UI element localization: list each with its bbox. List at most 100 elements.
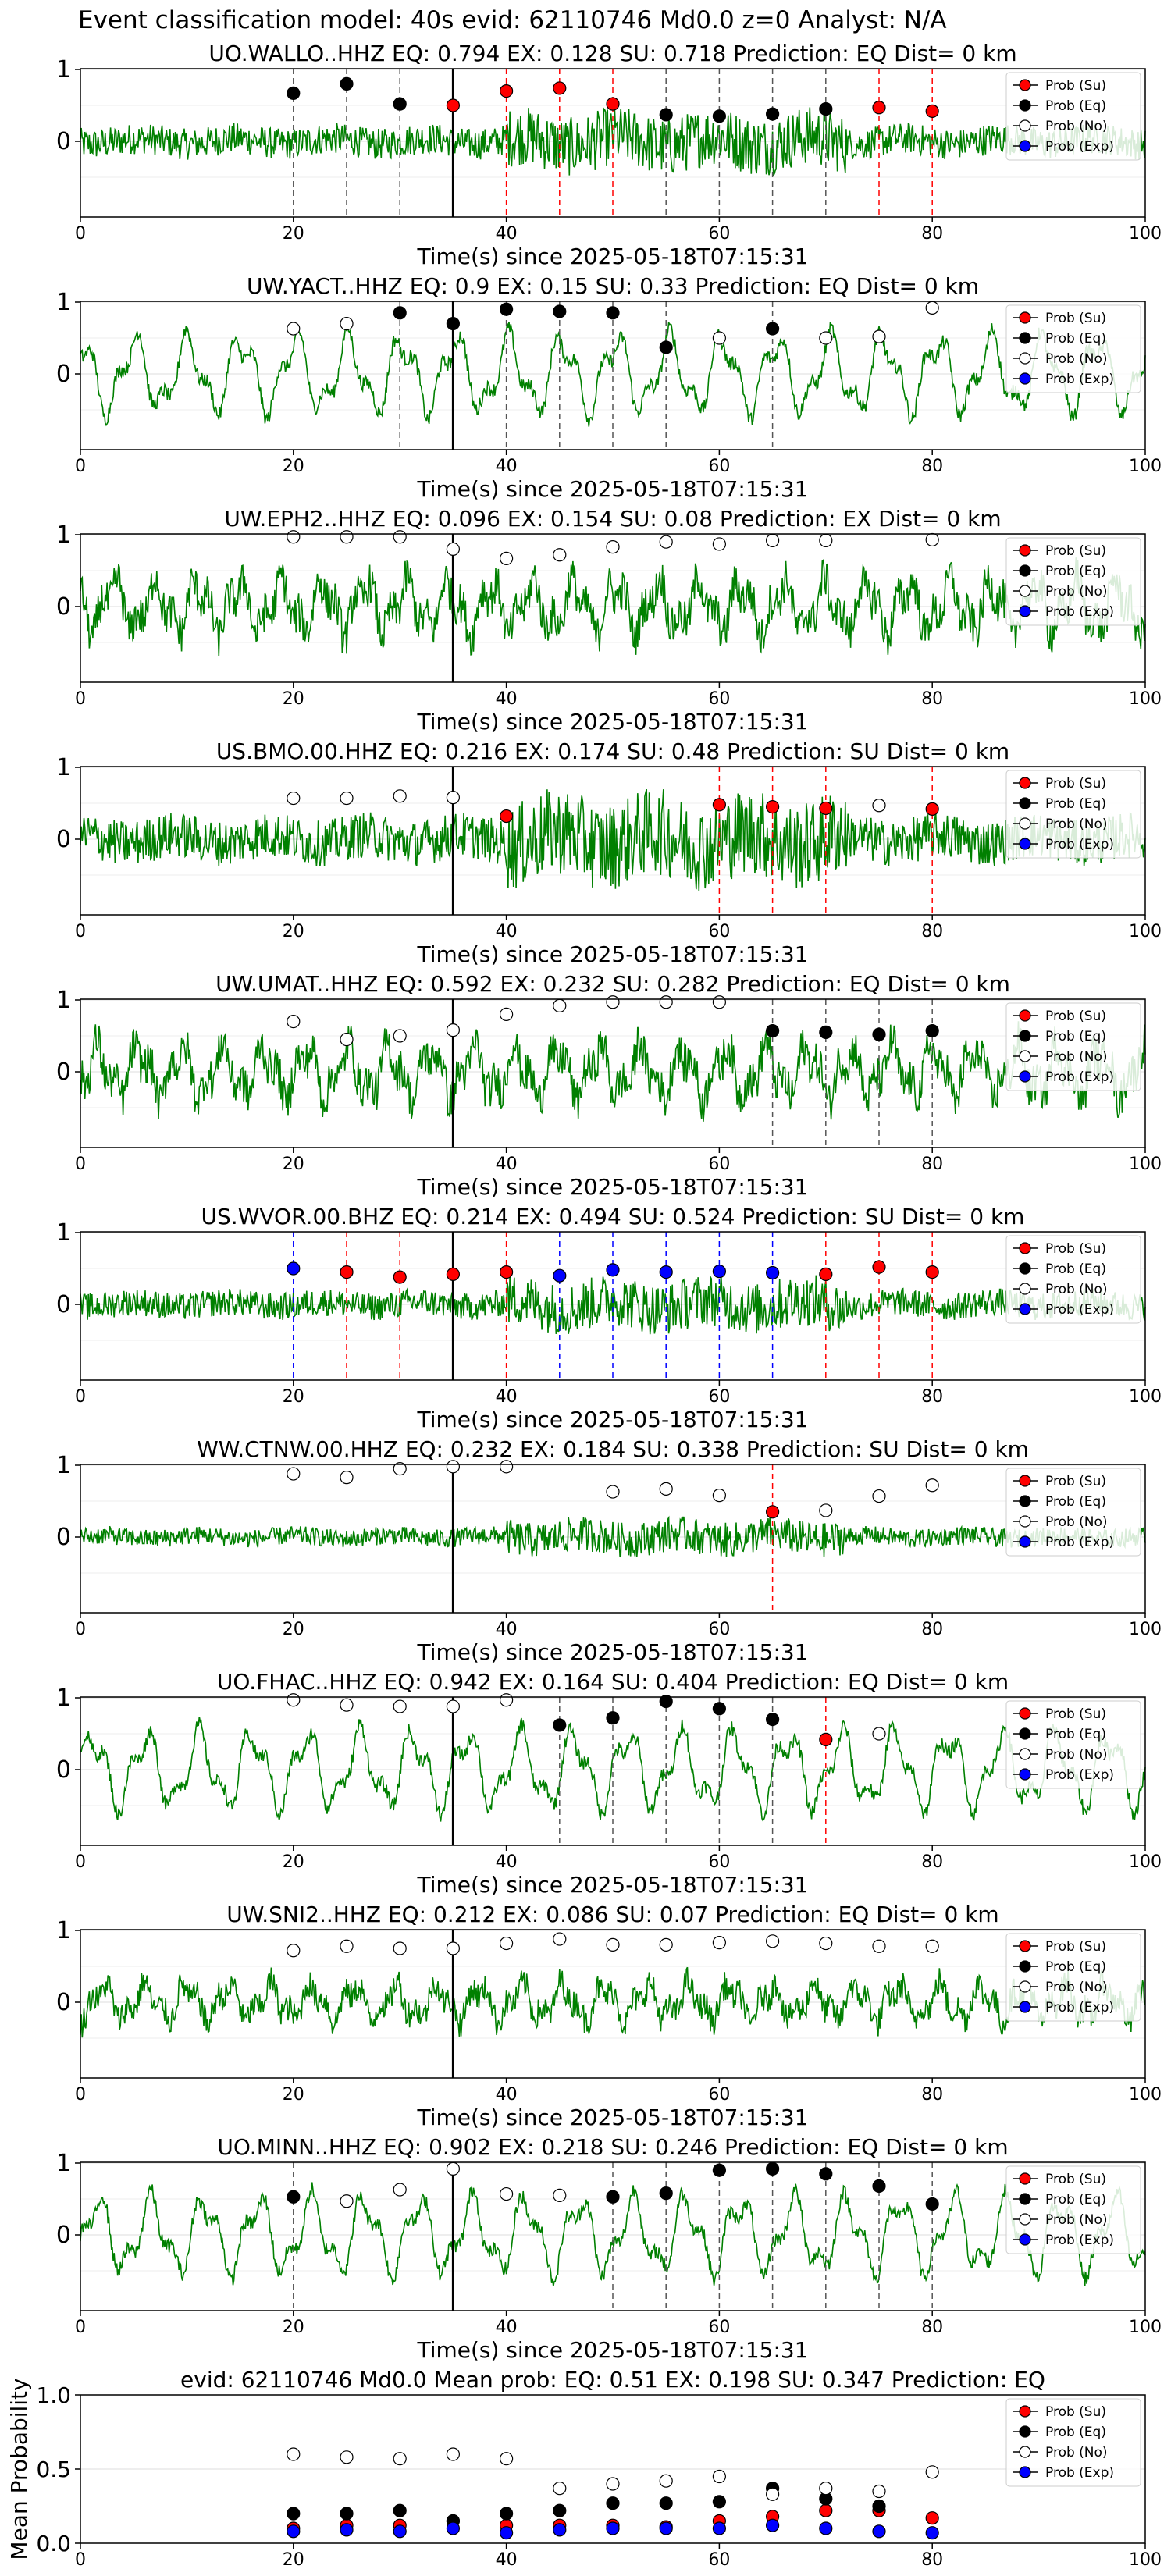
legend-label: Prob (Eq) [1045, 796, 1106, 812]
prob-marker-no [340, 317, 354, 331]
x-tick-label: 0 [75, 1155, 86, 1174]
x-axis-label: Time(s) since 2025-05-18T07:15:31 [416, 1174, 808, 1200]
x-tick-label: 80 [921, 224, 943, 244]
y-tick-label: 1 [56, 1685, 71, 1712]
prob-marker-no [606, 540, 620, 554]
prob-marker-no [287, 1944, 301, 1958]
prob-marker-no [499, 2186, 514, 2201]
legend-marker-no [1019, 352, 1031, 365]
prob-marker-eq [659, 1695, 673, 1709]
legend-marker-exp [1019, 2466, 1031, 2478]
prob-marker-no [872, 329, 886, 343]
x-tick-label: 20 [283, 224, 304, 244]
x-axis-label: Time(s) since 2025-05-18T07:15:31 [416, 2337, 808, 2363]
x-tick-label: 80 [921, 689, 943, 709]
x-tick-label: 60 [708, 224, 730, 244]
legend-marker-eq [1019, 2425, 1031, 2438]
waveform-trace [80, 322, 1146, 427]
y-tick-label: 1 [56, 521, 71, 549]
x-tick-label: 100 [1129, 457, 1162, 476]
prob-marker-su [819, 801, 833, 816]
x-tick-label: 100 [1129, 689, 1162, 709]
legend-marker-su [1019, 2405, 1031, 2418]
panel-9: UW.SNI2..HHZ EQ: 0.212 EX: 0.086 SU: 0.0… [56, 1902, 1162, 2130]
prob-marker-no [287, 322, 301, 336]
mean-prob-marker-eq [712, 2495, 727, 2509]
prob-marker-no [287, 1693, 301, 1707]
legend-label: Prob (Exp) [1045, 1767, 1114, 1783]
mean-prob-marker-exp [340, 2523, 354, 2537]
panel-7: WW.CTNW.00.HHZ EQ: 0.232 EX: 0.184 SU: 0… [56, 1436, 1162, 1665]
mean-prob-marker-no [393, 2452, 407, 2466]
prob-marker-no [712, 1489, 727, 1503]
x-tick-label: 60 [708, 2318, 730, 2337]
prob-marker-eq [712, 1702, 727, 1716]
prob-marker-no [819, 1503, 833, 1517]
prob-marker-no [446, 1941, 461, 1955]
axes-frame [80, 68, 1146, 218]
legend-marker-exp [1019, 1535, 1031, 1548]
x-tick-label: 80 [921, 1852, 943, 1872]
prob-marker-no [340, 1698, 354, 1712]
prob-marker-no [393, 2183, 407, 2197]
mean-prob-marker-exp [393, 2524, 407, 2539]
x-tick-label: 20 [283, 2318, 304, 2337]
x-tick-label: 0 [75, 1620, 86, 1639]
y-tick-label: 1 [56, 1219, 71, 1247]
legend-marker-su [1019, 777, 1031, 789]
x-tick-label: 80 [921, 1387, 943, 1407]
legend-marker-su [1019, 1940, 1031, 1952]
legend-marker-eq [1019, 797, 1031, 809]
panel-title: UW.YACT..HHZ EQ: 0.9 EX: 0.15 SU: 0.33 P… [247, 273, 979, 299]
legend-label: Prob (Su) [1045, 776, 1106, 792]
legend-marker-eq [1019, 332, 1031, 344]
x-tick-label: 0 [75, 922, 86, 941]
x-tick-label: 0 [75, 689, 86, 709]
x-tick-label: 20 [283, 1620, 304, 1639]
prob-marker-eq [765, 107, 780, 121]
legend-marker-no [1019, 2213, 1031, 2226]
x-tick-label: 60 [708, 2085, 730, 2105]
prob-marker-no [287, 530, 301, 544]
y-tick-label: 0 [56, 2222, 71, 2249]
prob-marker-no [659, 995, 673, 1009]
x-tick-label: 80 [921, 1620, 943, 1639]
panel-3: UW.EPH2..HHZ EQ: 0.096 EX: 0.154 SU: 0.0… [56, 506, 1162, 735]
prob-marker-no [340, 1032, 354, 1047]
mean-prob-marker-eq [659, 2496, 673, 2510]
mean-prob-marker-exp [606, 2521, 620, 2535]
panel-4: US.BMO.00.HHZ EQ: 0.216 EX: 0.174 SU: 0.… [56, 738, 1162, 967]
legend-marker-no [1019, 2446, 1031, 2458]
legend-box [1005, 72, 1141, 161]
x-tick-label: 40 [496, 457, 518, 476]
mean-prob-marker-eq [553, 2503, 567, 2517]
mean-prob-marker-exp [925, 2526, 939, 2540]
legend-box [1005, 1700, 1141, 1789]
prob-marker-eq [925, 1023, 939, 1038]
prob-marker-no [287, 1014, 301, 1029]
prob-marker-eq [659, 2186, 673, 2201]
x-tick-label: 40 [496, 1852, 518, 1872]
waveform-trace [80, 1021, 1146, 1122]
legend-marker-exp [1019, 605, 1031, 617]
mean-prob-marker-no [819, 2482, 833, 2496]
legend-marker-eq [1019, 564, 1031, 577]
legend-marker-su [1019, 1009, 1031, 1022]
prob-marker-su [925, 1265, 939, 1279]
legend-label: Prob (Eq) [1045, 2192, 1106, 2208]
legend-label: Prob (Eq) [1045, 1494, 1106, 1510]
legend-label: Prob (Su) [1045, 543, 1106, 559]
prob-marker-no [446, 542, 461, 557]
legend-marker-eq [1019, 1960, 1031, 1973]
mean-prob-marker-exp [499, 2526, 514, 2540]
prob-marker-eq [765, 1023, 780, 1038]
legend-label: Prob (Exp) [1045, 837, 1114, 852]
legend-marker-no [1019, 1748, 1031, 1760]
prob-marker-no [819, 331, 833, 345]
legend-box [1005, 1235, 1141, 1324]
mean-prob-marker-eq [606, 2496, 620, 2510]
panel-title: evid: 62110746 Md0.0 Mean prob: EQ: 0.51… [180, 2367, 1045, 2393]
legend-label: Prob (Exp) [1045, 2000, 1114, 2016]
prob-marker-no [340, 2194, 354, 2208]
